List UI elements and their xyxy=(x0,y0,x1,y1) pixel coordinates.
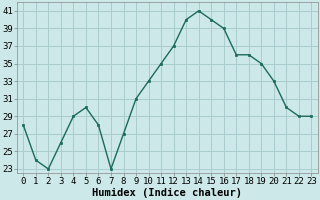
X-axis label: Humidex (Indice chaleur): Humidex (Indice chaleur) xyxy=(92,188,242,198)
